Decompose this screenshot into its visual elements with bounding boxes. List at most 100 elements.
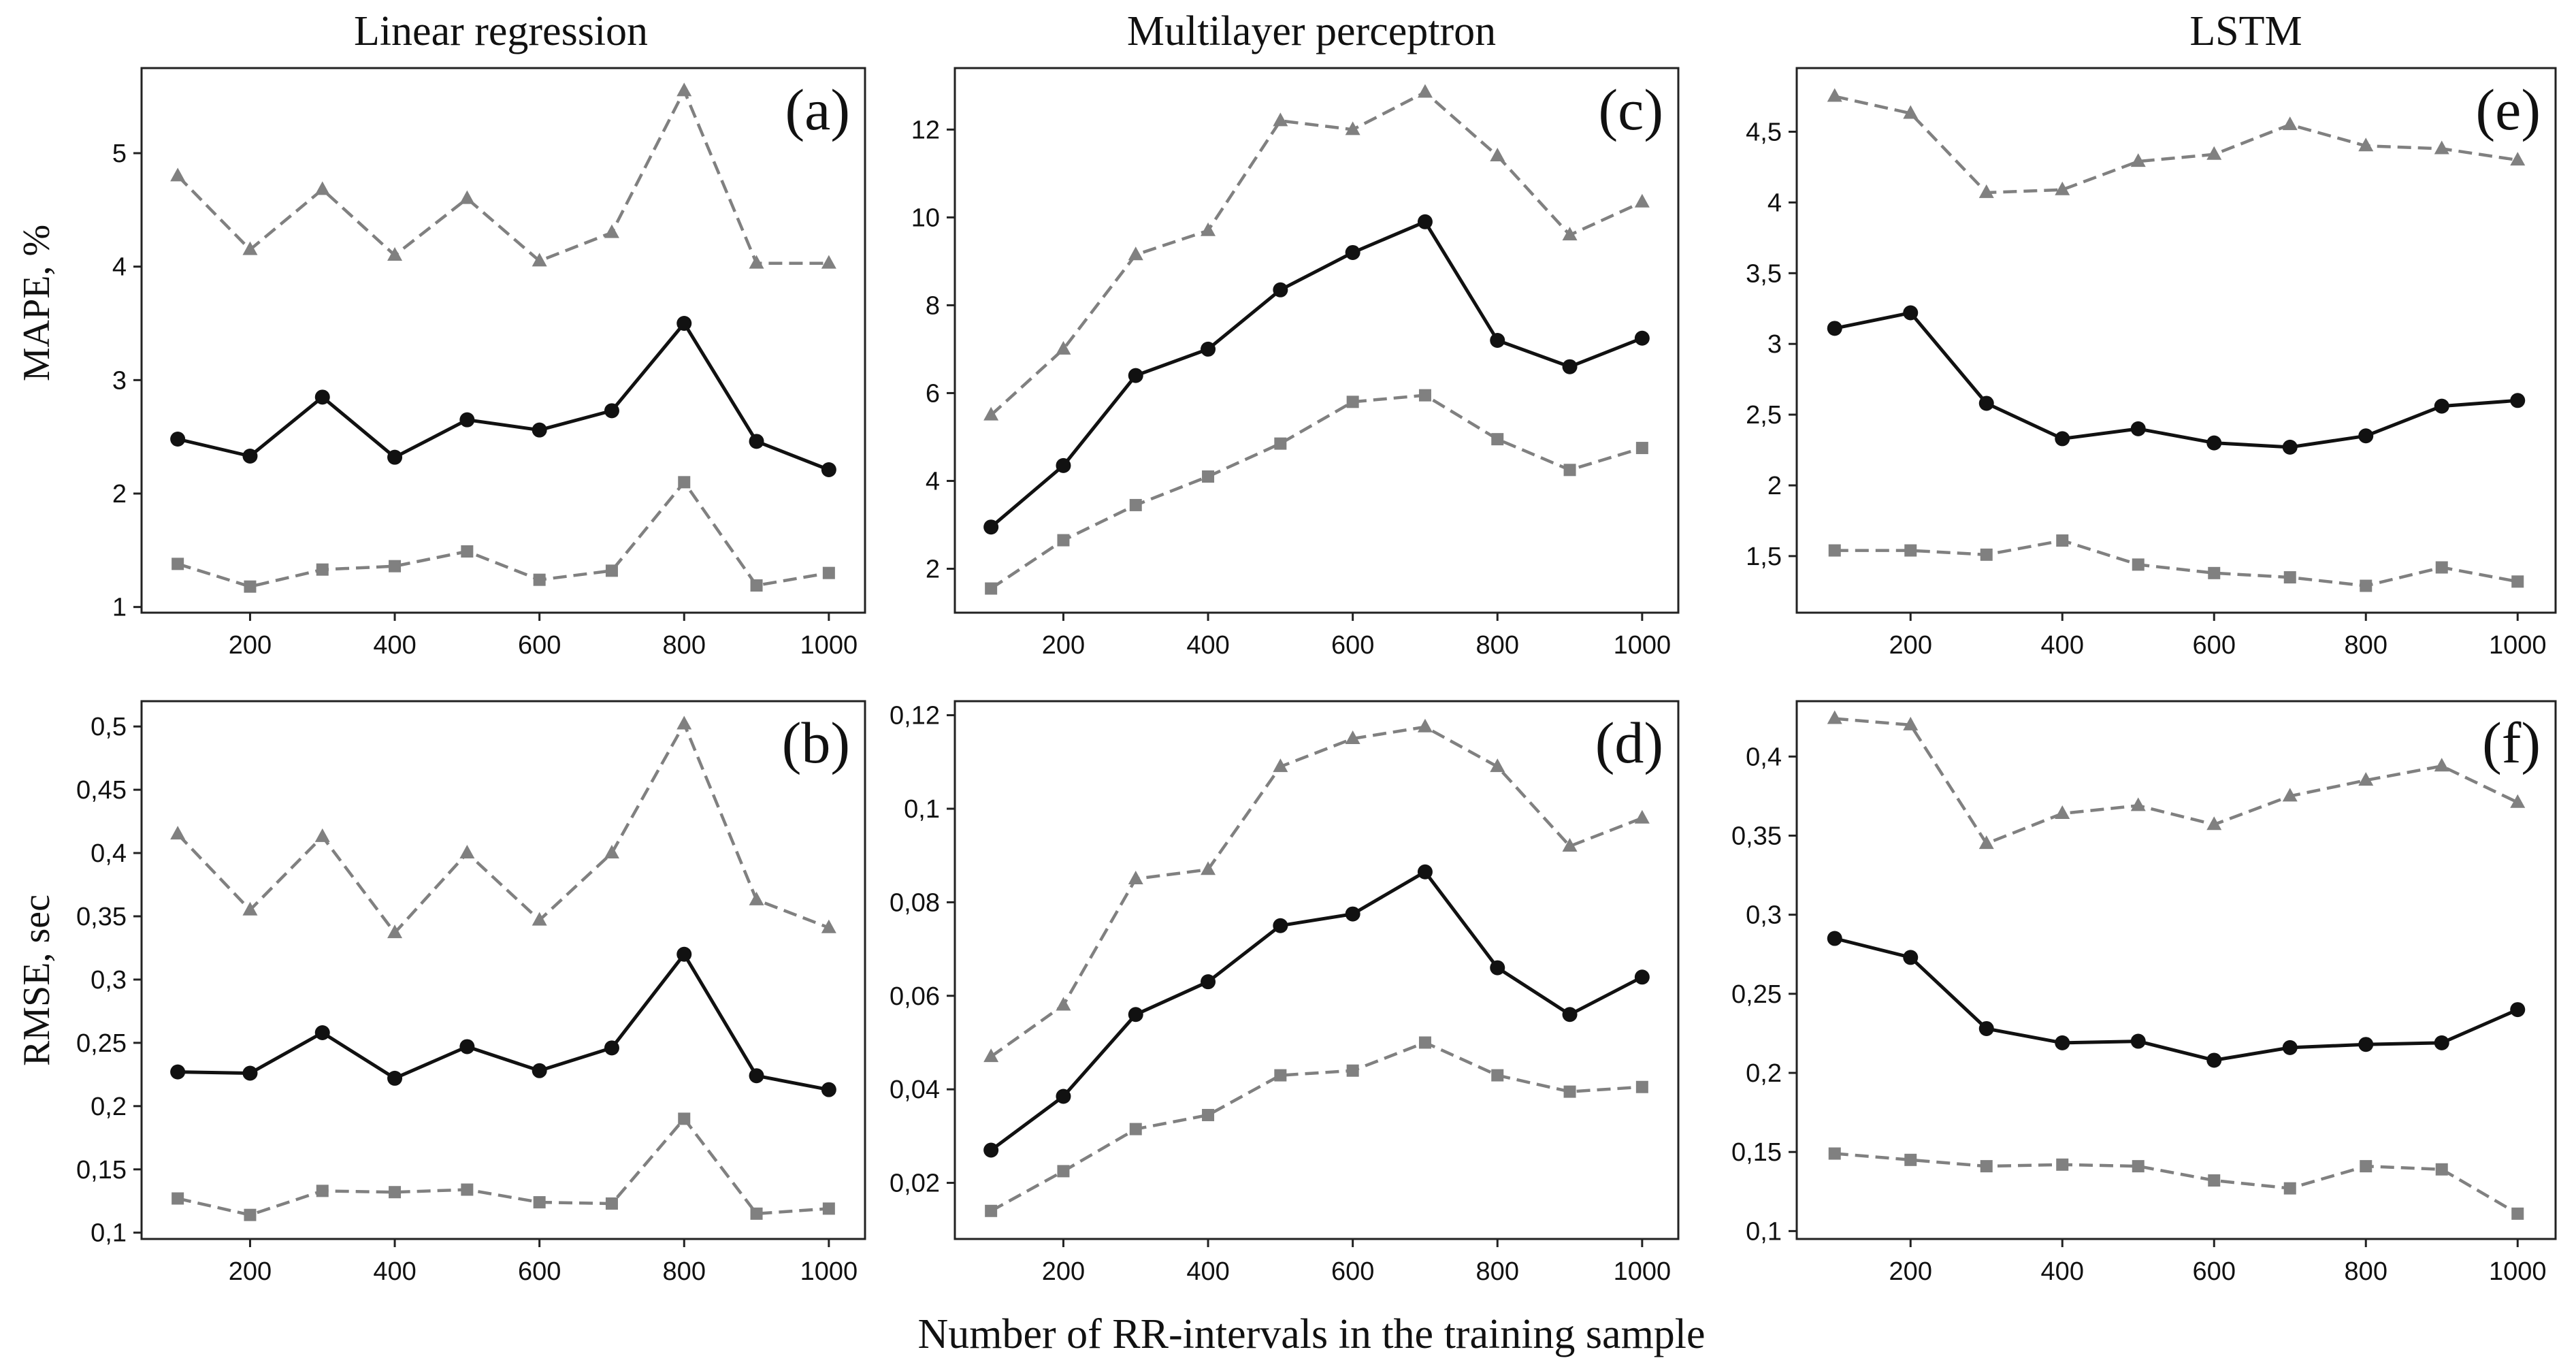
data-point-lower-700 [2283,1182,2296,1195]
data-point-lower-300 [1129,498,1142,511]
data-point-lower-400 [389,560,402,573]
data-point-upper-300 [314,181,330,195]
data-point-upper-900 [749,891,764,905]
data-point-mean-800 [1490,960,1505,976]
y-tick-label: 6 [926,379,940,408]
plot-frame [1795,67,2557,614]
data-point-lower-400 [389,1186,402,1199]
x-tick-label: 1000 [1614,1257,1672,1286]
data-point-mean-600 [1345,906,1360,922]
series-line-lower [177,1117,829,1217]
data-point-lower-400 [1202,470,1215,483]
series-line-upper [176,722,830,935]
plot-frame [140,700,866,1240]
x-tick-label: 1000 [800,631,858,660]
data-point-mean-400 [2055,1035,2070,1050]
data-point-mean-1000 [1634,969,1650,985]
data-point-upper-1000 [2510,152,2526,166]
data-point-mean-400 [2055,431,2070,447]
data-point-upper-700 [604,224,619,238]
data-point-lower-200 [1057,534,1070,547]
data-point-lower-900 [2435,1163,2448,1176]
y-tick-label: 0,2 [1746,1059,1782,1088]
data-point-lower-800 [1491,1069,1504,1082]
panel-label-f: (f) [2482,710,2541,775]
x-tick-label: 200 [1042,631,1085,660]
y-tick-label: 0,04 [890,1076,940,1104]
data-point-mean-300 [1978,396,1994,411]
x-tick-label: 1000 [800,1257,858,1286]
panel-label-d: (d) [1595,710,1663,775]
series-line-upper [1834,95,2518,195]
data-point-mean-400 [1201,974,1216,990]
panel-label-c: (c) [1599,77,1663,142]
data-point-lower-1000 [2511,1207,2524,1220]
y-tick-label: 0,15 [1731,1138,1782,1167]
y-tick-label: 0,35 [76,903,127,931]
series-line-mean [990,870,1643,1152]
data-point-mean-400 [387,449,403,465]
y-tick-label: 3,5 [1746,259,1782,288]
x-tick-label: 800 [1476,631,1519,660]
data-point-upper-500 [459,190,475,204]
data-point-upper-500 [1273,112,1288,127]
data-point-mean-400 [387,1070,403,1086]
data-point-mean-300 [314,1025,330,1041]
y-tick-label: 0,1 [91,1219,127,1248]
panel-b: (b) 0,1 0,15 0,2 0,25 0,3 0,35 0,4 0,45 0,5 200 400… [76,700,866,1286]
data-point-mean-200 [242,1065,258,1081]
y-tick-label: 1 [112,594,127,622]
data-point-lower-1000 [1635,442,1648,455]
x-tick-label: 400 [1186,631,1229,660]
data-point-mean-700 [1417,864,1433,880]
data-point-mean-100 [1827,931,1842,946]
y-tick-label: 0,5 [91,713,127,741]
data-point-lower-500 [2132,558,2145,571]
panel-a: (a) 1 2 3 4 5 200 400 600 800 1000 [112,67,866,660]
data-point-lower-500 [461,1183,474,1196]
panel-e: (e) 1,5 2 2,5 3 3,5 4 4,5 200 400 600 800 1000 [1746,67,2557,660]
data-point-lower-300 [1129,1123,1142,1136]
y-tick-label: 1,5 [1746,543,1782,571]
y-tick-label: 3 [1767,330,1782,359]
x-tick-label: 600 [518,1257,561,1286]
data-point-upper-800 [676,82,692,97]
data-point-lower-900 [750,579,763,592]
data-point-upper-800 [2358,772,2374,786]
data-point-mean-300 [314,389,330,405]
y-tick-label: 4 [112,253,127,282]
x-tick-label: 1000 [2489,1257,2547,1286]
series-line-lower [1834,538,2518,587]
x-tick-label: 600 [1331,631,1374,660]
data-point-lower-100 [172,558,184,570]
data-point-mean-100 [170,432,186,447]
data-point-upper-300 [1128,246,1143,261]
x-tick-label: 800 [1476,1257,1519,1286]
y-tick-label: 2 [1767,472,1782,500]
data-point-upper-600 [1345,730,1360,744]
y-tick-label: 0,45 [76,776,127,805]
data-point-mean-300 [1128,368,1143,383]
y-tick-label: 5 [112,140,127,168]
y-tick-label: 10 [911,204,940,232]
x-axis-label: Number of RR-intervals in the training s… [917,1311,1705,1357]
data-point-upper-200 [1056,340,1071,355]
data-point-mean-500 [2130,1033,2146,1049]
data-point-lower-100 [985,582,998,595]
series-line-upper [990,725,1643,1058]
data-point-lower-600 [2208,1174,2221,1187]
data-point-mean-500 [1273,918,1288,933]
data-point-upper-100 [983,406,999,421]
x-tick-label: 200 [229,631,272,660]
data-point-mean-700 [604,1040,619,1056]
data-point-mean-800 [2358,428,2374,444]
data-point-mean-1000 [821,1082,836,1097]
data-point-upper-900 [2434,758,2449,772]
series-line-mean [177,321,830,472]
y-axis-label-mape: MAPE, % [16,225,58,381]
data-point-upper-300 [1978,835,1994,850]
data-point-mean-700 [604,403,619,419]
data-point-upper-200 [1903,716,1919,730]
data-point-mean-200 [1903,305,1919,321]
